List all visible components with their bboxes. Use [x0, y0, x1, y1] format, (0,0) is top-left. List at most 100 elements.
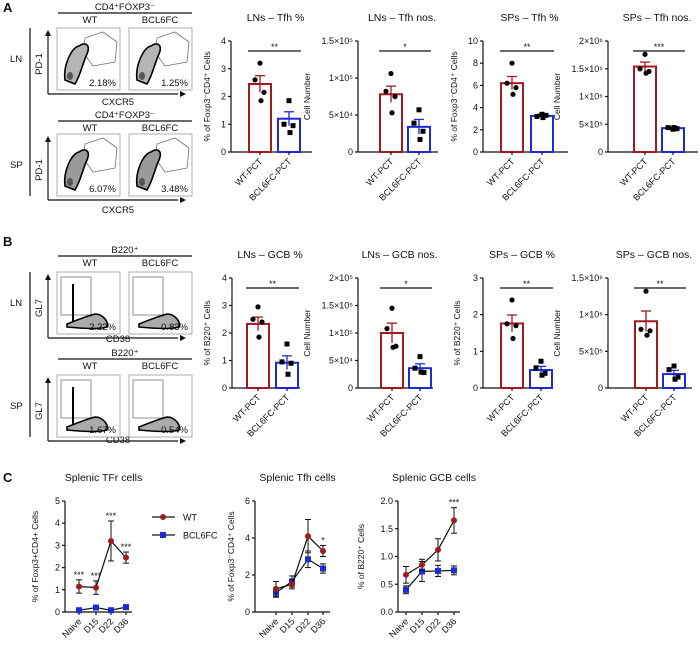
gate-percent: 1.67%	[89, 425, 116, 436]
marker-wt	[435, 546, 441, 553]
arrow-up-icon	[45, 274, 51, 280]
gate-percent: 0.54%	[161, 425, 188, 436]
y-tick-label: 2×10⁵	[329, 273, 353, 283]
data-point-wt	[392, 93, 398, 100]
data-point-wt	[644, 332, 650, 338]
panel-label-B: B	[3, 234, 12, 249]
data-point-wt	[637, 66, 643, 72]
data-point-bcl6fc	[290, 123, 296, 129]
y-tick-label: 2.0	[380, 496, 393, 506]
flow-plot-wt: 1.67%	[56, 374, 121, 438]
legend: WT BCL6FC	[152, 513, 218, 541]
y-tick-label: 1.5×10⁶	[572, 64, 604, 74]
data-point-wt	[390, 344, 396, 350]
marker-wt	[451, 517, 457, 524]
y-tick-label: 0	[473, 147, 478, 157]
y-tick-label: 0	[222, 383, 227, 393]
data-point-wt	[647, 328, 653, 334]
marker-wt	[305, 533, 311, 540]
data-point-bcl6fc	[665, 125, 671, 131]
cell-density-core	[67, 72, 73, 80]
data-point-bcl6fc	[666, 367, 672, 373]
bar-chart-6: LNs – GCB nos. Cell Number 0 5×10⁴ 1×10⁵ 1.5×…	[302, 249, 437, 439]
flow-y-axis-label: GL7	[34, 402, 45, 420]
y-tick-label: 5×10⁵	[579, 346, 603, 356]
y-tick-label: 2	[221, 92, 226, 102]
significance-stars: ***	[106, 511, 117, 521]
significance-stars: **	[269, 279, 277, 289]
data-point-wt	[258, 98, 264, 104]
chart-title: LNs – GCB %	[237, 249, 302, 261]
data-point-wt	[509, 297, 515, 303]
y-tick-label: 4	[221, 36, 226, 46]
flow-row-label: SP	[10, 160, 23, 171]
arrow-right-icon	[180, 197, 186, 203]
marker-wt	[403, 571, 409, 578]
y-tick-label: 2	[222, 328, 227, 338]
cell-density-core	[139, 178, 145, 186]
flow-y-axis-label: PD-1	[34, 53, 45, 75]
flow-gate-header: CD4⁺FOXP3⁻	[95, 110, 155, 121]
data-point-bcl6fc	[411, 120, 417, 126]
gate-percent: 2.22%	[89, 322, 116, 333]
marker-bcl6fc	[123, 604, 129, 611]
arrow-right-icon	[180, 91, 186, 97]
y-tick-label: 0	[473, 383, 478, 393]
data-point-wt	[510, 91, 516, 97]
marker-wt	[76, 583, 82, 590]
data-point-bcl6fc	[417, 354, 423, 360]
y-tick-label: 4	[245, 533, 250, 543]
data-point-bcl6fc	[671, 125, 677, 131]
marker-bcl6fc	[93, 604, 99, 611]
y-tick-label: 0.0	[380, 607, 393, 617]
marker-wt	[289, 581, 295, 588]
cell-density-core	[139, 72, 145, 80]
flow-group-label-wt: WT	[83, 258, 98, 269]
significance-stars: **	[523, 279, 531, 289]
x-tick-label: Naive	[60, 616, 83, 639]
marker-wt	[320, 547, 326, 554]
marker-bcl6fc	[305, 556, 311, 563]
x-tick-label: D36	[309, 616, 328, 635]
y-axis-label: Cell Number	[302, 73, 312, 120]
panel-label-C: C	[3, 470, 13, 485]
flow-x-axis-label: CXCR5	[102, 205, 134, 216]
data-point-bcl6fc	[286, 98, 292, 104]
arrow-up-icon	[45, 30, 51, 36]
gate-rect	[132, 379, 164, 419]
flow-group-label-wt: WT	[83, 15, 98, 26]
arrow-right-icon	[180, 438, 186, 444]
bar-bcl6fc	[530, 114, 554, 154]
y-axis-label: % of B220⁺ Cells	[356, 524, 366, 589]
arrow-up-icon	[45, 136, 51, 142]
line-chart-3: Splenic GCB cells % of B220⁺ Cells 0.0 0.5 1…	[356, 472, 476, 640]
data-point-bcl6fc	[542, 370, 548, 376]
y-tick-label: 1	[473, 346, 478, 356]
data-point-wt	[389, 110, 395, 116]
gate-percent: 0.83%	[161, 322, 188, 333]
flow-gate-header: B220⁺	[111, 348, 138, 359]
chart-title: SPs – Tfh %	[500, 12, 558, 24]
significance-stars: **	[271, 42, 279, 52]
data-point-wt	[510, 335, 516, 342]
y-tick-label: 1.5×10⁵	[321, 301, 353, 311]
flow-plot-wt: 2.18%	[56, 27, 121, 91]
legend-label: BCL6FC	[183, 531, 218, 541]
data-point-wt	[255, 304, 261, 310]
flow-row-label: SP	[10, 401, 23, 412]
series-wt	[403, 507, 457, 584]
y-tick-label: 2	[245, 570, 250, 580]
y-tick-label: 10	[468, 36, 478, 46]
cell-density-contour	[138, 416, 181, 433]
legend-item-wt: WT	[152, 513, 197, 523]
marker-bcl6fc	[403, 586, 409, 593]
y-axis-label: Cell Number	[552, 309, 562, 356]
data-point-wt	[388, 70, 394, 77]
flow-plot-bcl6fc: 1.25%	[128, 27, 193, 91]
y-tick-label: 3	[222, 301, 227, 311]
bar-wt	[633, 65, 657, 153]
y-tick-label: 4	[473, 103, 478, 113]
bar-chart-1: LNs – Tfh %% of Foxp3⁻CD4⁺ Cells01234WT-…	[202, 12, 312, 203]
data-point-wt	[643, 288, 649, 294]
marker-wt	[419, 561, 425, 568]
